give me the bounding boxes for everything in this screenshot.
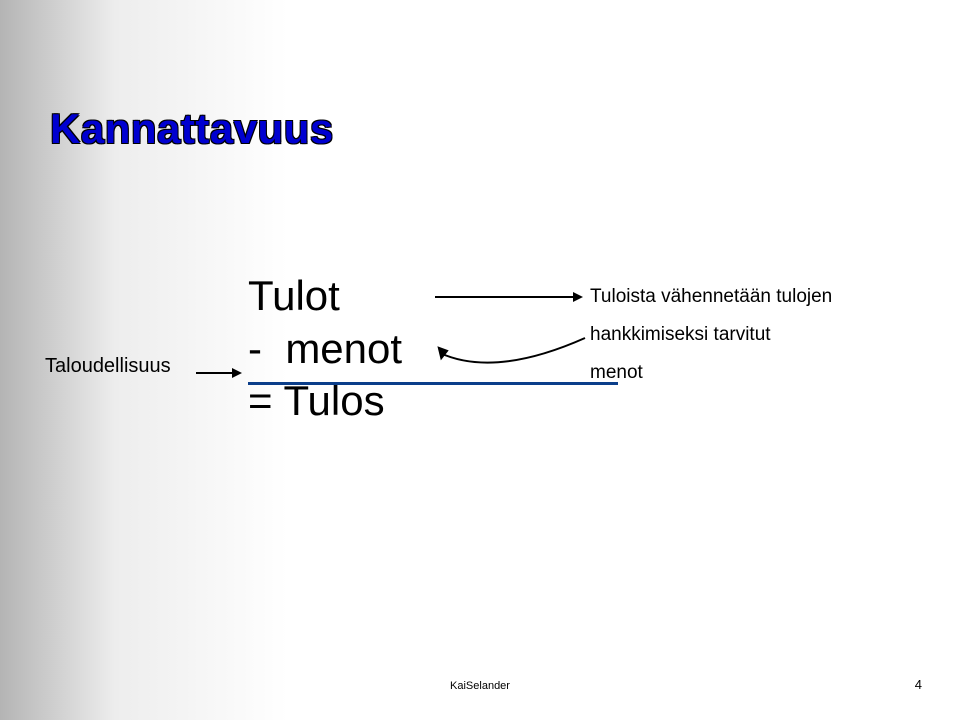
side-note: Tuloista vähennetään tulojen hankkimisek… [590,278,940,392]
note-line-1: Tuloista vähennetään tulojen [590,278,940,316]
formula-block: Tulot - menot = Tulos [248,270,402,428]
curve-arrow-icon [435,318,595,378]
note-line-2: hankkimiseksi tarvitut [590,316,940,354]
note-line-3: menot [590,354,940,392]
footer-author: KaiSelander [0,680,960,692]
slide: Kannattavuus Taloudellisuus Tulot - meno… [0,0,960,720]
formula-line-2: - menot [248,323,402,376]
left-label: Taloudellisuus [45,355,171,378]
footer-page-number: 4 [915,677,922,692]
arrow-right-icon [194,366,242,380]
slide-title: Kannattavuus [50,105,334,153]
formula-underline [248,382,618,385]
formula-line-1: Tulot [248,270,402,323]
arrow-right-long-icon [433,290,583,304]
